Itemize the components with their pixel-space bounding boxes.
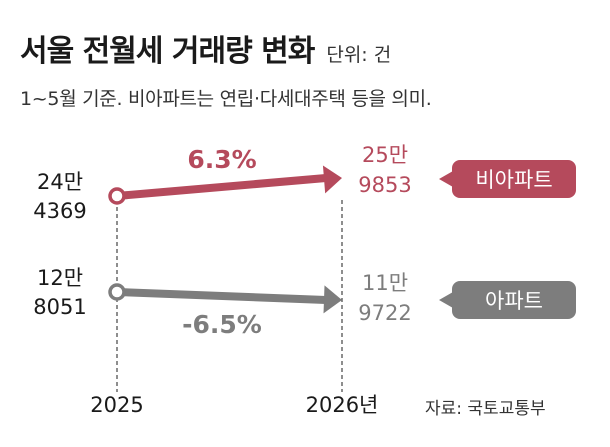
legend-badge <box>452 281 576 319</box>
data-label: 12만 <box>37 266 83 290</box>
x-tick-label: 2026년 <box>306 393 379 417</box>
data-label: 24만 <box>37 170 83 194</box>
legend-label: 비아파트 <box>475 168 552 192</box>
data-label: 11만 <box>362 271 408 295</box>
arrow-head-icon <box>322 165 342 194</box>
source-note: 자료: 국토교통부 <box>425 399 546 419</box>
badge-pointer-icon <box>439 292 453 308</box>
data-label: 9853 <box>358 173 411 197</box>
data-point <box>108 187 126 205</box>
series-line-0 <box>116 174 327 200</box>
chart-title: 서울 전월세 거래량 변화 <box>20 34 315 69</box>
data-label: 4369 <box>33 199 86 223</box>
legend-badge <box>452 160 576 198</box>
series-line-1 <box>116 288 327 304</box>
chart-subtitle: 1~5월 기준. 비아파트는 연립·다세대주택 등을 의미. <box>20 88 432 110</box>
badge-pointer-icon <box>439 171 453 187</box>
legend-label: 아파트 <box>485 289 543 313</box>
title-row: 서울 전월세 거래량 변화 단위: 건 <box>20 26 391 70</box>
x-tick-label: 2025 <box>90 393 143 417</box>
data-point <box>108 283 126 301</box>
change-label: -6.5% <box>182 310 262 339</box>
arrow-head-icon <box>323 285 342 314</box>
data-label: 9722 <box>358 301 411 325</box>
data-label: 25만 <box>362 143 408 167</box>
unit-label: 단위: 건 <box>326 44 392 66</box>
change-label: 6.3% <box>187 145 256 174</box>
data-label: 8051 <box>33 295 86 319</box>
